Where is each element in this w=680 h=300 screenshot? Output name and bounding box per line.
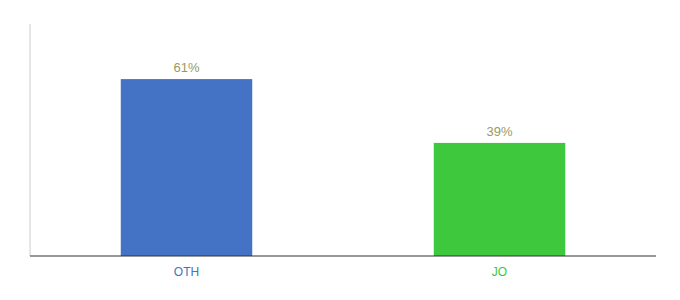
x-axis-line (30, 255, 656, 256)
x-tick-label: JO (492, 265, 507, 279)
chart-svg: 61% 39% OTH JO (0, 0, 680, 300)
y-axis-line (30, 24, 31, 256)
x-tick-label: OTH (174, 265, 199, 279)
bar (434, 143, 565, 256)
bars (121, 79, 565, 256)
chart-container: 61% 39% OTH JO (0, 0, 680, 300)
data-label: 61% (173, 60, 199, 75)
bar (121, 79, 252, 256)
data-label: 39% (486, 124, 512, 139)
